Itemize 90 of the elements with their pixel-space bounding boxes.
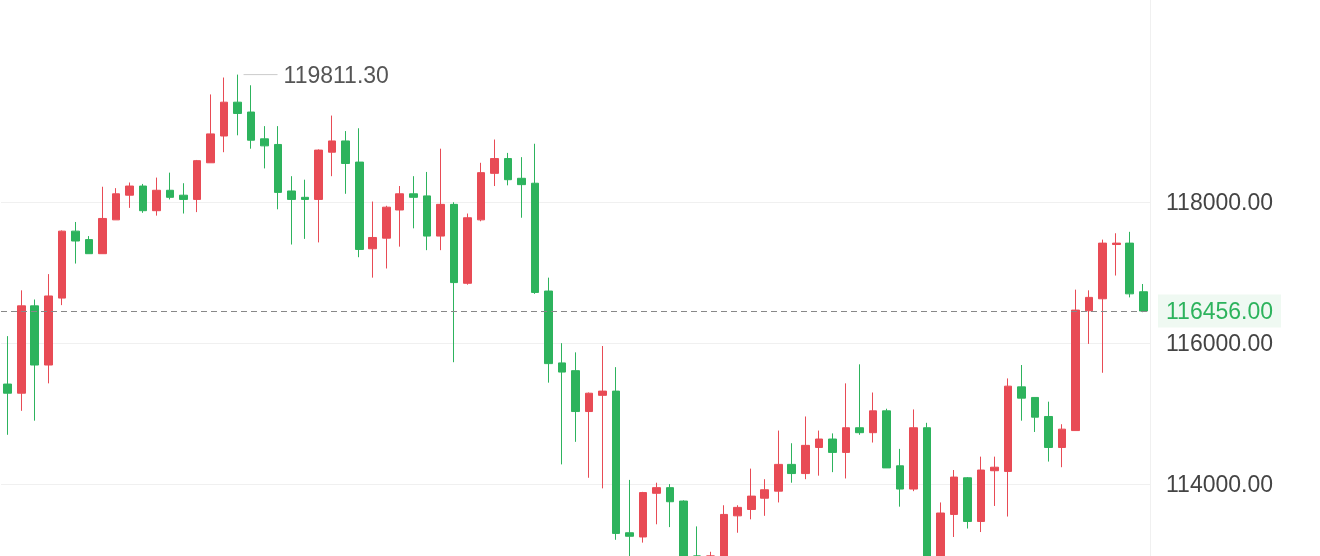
candlestick: [909, 408, 918, 492]
candlestick: [571, 351, 580, 443]
y-tick-label: 116000.00: [1166, 330, 1274, 357]
candlestick: [1125, 231, 1134, 298]
candlestick: [463, 213, 472, 286]
candlestick: [44, 273, 53, 384]
candlestick: [787, 442, 796, 484]
candlestick: [693, 525, 701, 556]
candlestick: [558, 342, 566, 465]
candlestick: [923, 422, 931, 556]
candlestick: [720, 504, 728, 556]
candlestick: [1031, 396, 1039, 433]
candlestick: [774, 430, 783, 503]
candlestick: [260, 125, 269, 169]
candlestick: [355, 127, 364, 258]
candlestick: [544, 277, 553, 384]
candlestick: [233, 74, 242, 136]
candlestick: [625, 479, 634, 556]
candlestick: [1004, 377, 1012, 518]
candlestick: [760, 478, 769, 517]
candlestick: [1071, 289, 1080, 432]
candlestick: [882, 408, 891, 469]
candlestick: [963, 476, 972, 530]
candlestick: [341, 130, 350, 195]
candlestick: [598, 345, 607, 489]
candlestick: [801, 415, 810, 480]
candlestick: [30, 298, 39, 422]
candlestick: [1139, 283, 1148, 313]
annotation: 119811.30: [283, 61, 389, 88]
candlestick: [1058, 423, 1066, 468]
candlestick: [85, 235, 93, 255]
candlestick: [1044, 401, 1053, 463]
candlestick: [990, 456, 999, 507]
candlestick: [706, 551, 715, 556]
candlestick: [274, 125, 282, 210]
candlestick: [842, 382, 850, 479]
candlestick: [639, 491, 647, 544]
candlestick: [220, 77, 228, 153]
candlestick: [206, 93, 215, 164]
candlestick: [328, 115, 336, 177]
candlestick: [71, 221, 80, 265]
candlestick: [301, 179, 309, 240]
candlestick: [423, 171, 431, 251]
candlestick: [179, 182, 188, 215]
candlestick: [815, 430, 823, 477]
candlestick: [733, 504, 742, 534]
candlestick: [1085, 289, 1093, 345]
candlestick: [193, 159, 201, 213]
candlestick: [666, 483, 674, 528]
candlestick: [287, 175, 296, 246]
candlestick: [679, 499, 688, 556]
y-tick-label: 114000.00: [1166, 471, 1274, 498]
candlestick: [314, 148, 323, 243]
candlestick: [166, 172, 174, 200]
candlestick: [1017, 364, 1026, 422]
candlestick: [828, 432, 837, 473]
candlestick: [139, 183, 147, 214]
candlestick: [612, 366, 620, 541]
candlestick: [112, 187, 120, 221]
candlestick: [869, 392, 877, 444]
y-tick-label: 118000.00: [1166, 189, 1274, 216]
candlestick: [747, 468, 756, 520]
candlestick: [125, 182, 134, 209]
candlestick: [950, 469, 958, 538]
candlestick: [1112, 232, 1121, 277]
candlestick: [504, 152, 512, 186]
candlestick: [382, 205, 391, 269]
candlestick: [450, 201, 458, 363]
candlestick: [585, 392, 593, 479]
candlestick: [517, 156, 526, 219]
candlestick: [531, 143, 539, 295]
candlestick: [58, 229, 66, 306]
candlestick: [652, 482, 661, 525]
candlestick: [247, 84, 255, 150]
candlestick: [152, 177, 161, 217]
candlestick: [436, 148, 445, 251]
ref-line-label: 116456.00: [1166, 298, 1274, 325]
candlestick: [98, 186, 107, 255]
candlestick: [3, 335, 12, 436]
candlestick: [896, 448, 904, 508]
candlestick: [855, 363, 864, 436]
candlestick: [936, 501, 945, 556]
candlestick: [409, 175, 418, 229]
candlestick: [977, 456, 985, 533]
candlestick: [1098, 239, 1107, 374]
candlestick: [490, 139, 499, 187]
candlestick: [368, 201, 377, 279]
candlestick: [17, 289, 26, 412]
candlestick: [477, 162, 485, 222]
candlestick: [395, 185, 404, 248]
